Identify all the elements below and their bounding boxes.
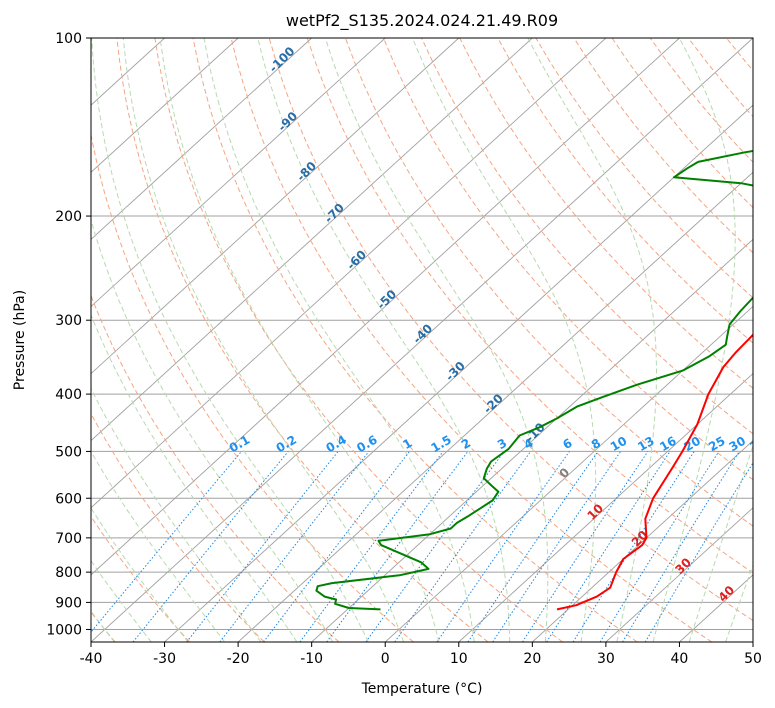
mixing-ratio-line bbox=[492, 451, 622, 642]
isotherm-line bbox=[458, 372, 753, 642]
x-axis-title: Temperature (°C) bbox=[361, 681, 483, 697]
moist-adiabat-line bbox=[203, 38, 475, 642]
x-tick-label: -40 bbox=[80, 651, 103, 667]
y-tick-label: 200 bbox=[55, 209, 82, 225]
y-tick-label: 500 bbox=[55, 444, 82, 460]
dry-adiabat-line bbox=[91, 132, 414, 642]
y-tick-label: 800 bbox=[55, 565, 82, 581]
dry-adiabat-line bbox=[306, 38, 753, 574]
dry-adiabat-line bbox=[497, 38, 753, 344]
moist-adiabat-line bbox=[91, 218, 334, 642]
mixing-ratio-line bbox=[132, 451, 289, 642]
x-tick-label: -30 bbox=[153, 651, 176, 667]
moist-adiabat-line bbox=[91, 313, 298, 642]
isotherm-line bbox=[605, 507, 753, 642]
mixing-ratio-line bbox=[186, 451, 339, 642]
y-tick-label: 100 bbox=[55, 31, 82, 47]
isotherm-line bbox=[91, 38, 239, 173]
moist-adiabat-line bbox=[91, 559, 152, 642]
dry-adiabat-line bbox=[344, 38, 753, 527]
x-tick-label: 20 bbox=[523, 651, 541, 667]
y-axis-title: Pressure (hPa) bbox=[12, 290, 28, 390]
dry-adiabat-line bbox=[154, 38, 563, 642]
isotherm-line bbox=[91, 38, 460, 375]
x-tick-label: 0 bbox=[381, 651, 390, 667]
isotherm-line bbox=[164, 104, 753, 642]
dry-adiabat-line bbox=[268, 38, 753, 622]
x-tick-label: 40 bbox=[671, 651, 689, 667]
axes: -40 -30 -20 -10 0 10 20 30 40 50 100 200 300 400 500 60… bbox=[46, 31, 762, 667]
isotherm-line bbox=[384, 305, 753, 642]
x-tick-label: 30 bbox=[597, 651, 615, 667]
chart-title: wetPf2_S135.2024.024.21.49.R09 bbox=[286, 11, 558, 31]
mixing-ratio-line bbox=[326, 451, 469, 642]
mixing-ratio-line bbox=[599, 451, 720, 642]
isotherm-line bbox=[91, 38, 386, 308]
y-tick-label: 300 bbox=[55, 313, 82, 329]
mixing-ratio-line bbox=[644, 461, 753, 642]
dry-adiabat-line bbox=[116, 38, 489, 642]
temperature-profile-line bbox=[556, 333, 753, 611]
x-tick-label: -20 bbox=[227, 651, 250, 667]
dry-adiabat-line bbox=[192, 38, 638, 642]
moist-adiabat-line bbox=[159, 38, 440, 642]
mixing-ratio-line bbox=[299, 451, 444, 642]
isotherm-line bbox=[91, 38, 680, 576]
moist-adiabat-line bbox=[725, 563, 753, 642]
dry-adiabat-line bbox=[230, 38, 713, 642]
y-tick-label: 600 bbox=[55, 491, 82, 507]
mixing-ratio-line bbox=[522, 451, 649, 642]
mixing-ratio-line bbox=[365, 451, 505, 642]
mixing-ratio-line bbox=[263, 451, 410, 642]
plot-frame bbox=[90, 37, 754, 643]
dry-adiabat-line bbox=[421, 38, 753, 435]
y-tick-label: 700 bbox=[55, 531, 82, 547]
isotherm-line bbox=[532, 440, 753, 642]
isotherm-line bbox=[91, 38, 607, 509]
mixing-ratio-line bbox=[622, 451, 740, 642]
moist-adiabat-line bbox=[688, 444, 753, 642]
x-tick-label: -10 bbox=[300, 651, 323, 667]
y-tick-label: 900 bbox=[55, 595, 82, 611]
moist-adiabat-line bbox=[91, 387, 262, 642]
isotherm-line bbox=[91, 38, 312, 240]
dewpoint-profile-line bbox=[315, 149, 753, 611]
moist-adiabat-line bbox=[652, 38, 736, 642]
dry-adiabat-line bbox=[91, 412, 265, 642]
x-tick-label: 10 bbox=[450, 651, 468, 667]
mixing-ratio-line bbox=[394, 451, 532, 642]
moist-adiabat-line bbox=[91, 450, 225, 642]
y-tick-label: 400 bbox=[55, 387, 82, 403]
moist-adiabat-line bbox=[257, 38, 511, 642]
mixing-ratio-line bbox=[546, 451, 671, 642]
mixing-ratio-line bbox=[467, 451, 599, 642]
x-tick-label: 50 bbox=[744, 651, 762, 667]
isotherm-line bbox=[91, 38, 533, 442]
mixing-ratio-label: 36 bbox=[747, 434, 768, 454]
isotherm-line bbox=[91, 38, 753, 642]
mixing-ratio-line bbox=[436, 451, 570, 642]
moist-adiabat-line bbox=[122, 38, 405, 642]
mixing-ratio-line bbox=[219, 451, 370, 642]
moist-adiabat-line bbox=[324, 38, 549, 642]
isotherm-line bbox=[237, 171, 753, 642]
y-tick-label: 1000 bbox=[46, 622, 82, 638]
